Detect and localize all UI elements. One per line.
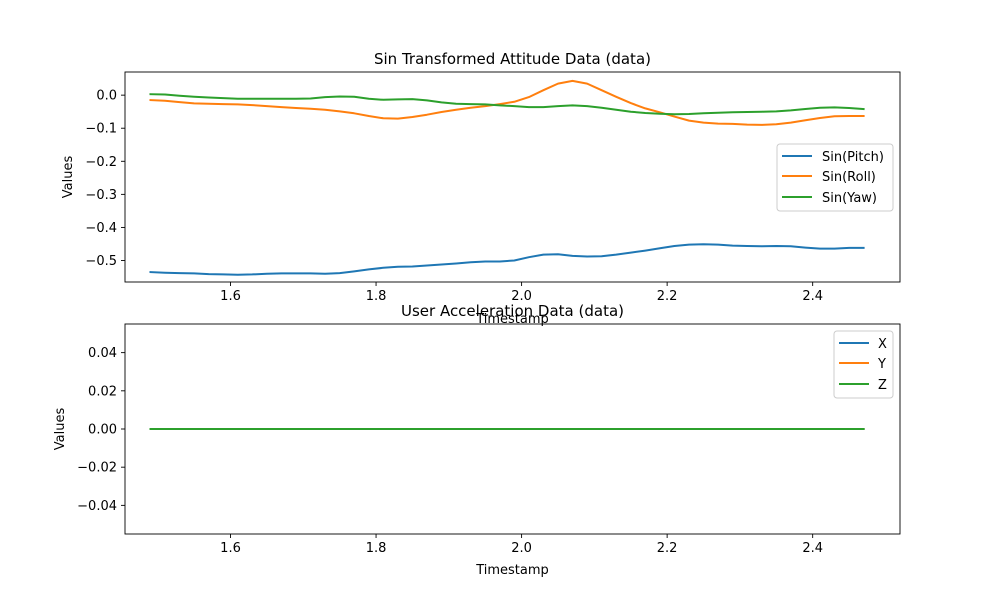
acceleration-x-axis-label: Timestamp bbox=[475, 563, 549, 578]
x-tick-label: 1.6 bbox=[220, 289, 241, 304]
series-line-sin-pitch bbox=[149, 243, 865, 276]
x-tick-label: 1.8 bbox=[366, 541, 387, 556]
legend-label-sin-yaw: Sin(Yaw) bbox=[822, 191, 877, 206]
legend-label-sin-roll: Sin(Roll) bbox=[822, 170, 876, 185]
legend-label-x: X bbox=[878, 337, 887, 352]
legend-label-y: Y bbox=[877, 357, 886, 372]
x-tick-label: 1.8 bbox=[366, 289, 387, 304]
attitude-legend: Sin(Pitch) Sin(Roll) Sin(Yaw) bbox=[776, 143, 894, 212]
y-tick-label: 0.04 bbox=[88, 346, 117, 361]
acceleration-legend-box bbox=[833, 330, 894, 399]
x-tick-label: 1.6 bbox=[220, 541, 241, 556]
attitude-chart: Sin Transformed Attitude Data (data) Val… bbox=[61, 50, 901, 327]
y-tick-label: −0.1 bbox=[85, 122, 117, 137]
y-tick-label: −0.3 bbox=[85, 188, 117, 203]
attitude-axes-frame bbox=[124, 71, 901, 283]
acceleration-y-ticks: 0.04 0.02 0.00 −0.02 −0.04 bbox=[77, 346, 125, 514]
x-tick-label: 2.2 bbox=[657, 289, 678, 304]
x-tick-label: 2.0 bbox=[511, 541, 532, 556]
attitude-legend-box bbox=[776, 143, 894, 212]
attitude-y-ticks: 0.0 −0.1 −0.2 −0.3 −0.4 −0.5 bbox=[85, 89, 125, 269]
x-tick-label: 2.0 bbox=[511, 289, 532, 304]
y-tick-label: 0.02 bbox=[88, 384, 117, 399]
attitude-chart-title: Sin Transformed Attitude Data (data) bbox=[374, 50, 651, 68]
y-tick-label: −0.5 bbox=[85, 254, 117, 269]
attitude-x-axis-label: Timestamp bbox=[475, 312, 549, 327]
acceleration-x-ticks: 1.6 1.8 2.0 2.2 2.4 bbox=[220, 534, 823, 556]
acceleration-legend: X Y Z bbox=[833, 330, 894, 399]
acceleration-chart: User Acceleration Data (data) Values 1.6… bbox=[53, 302, 901, 578]
legend-label-z: Z bbox=[878, 378, 887, 393]
y-tick-label: −0.04 bbox=[77, 499, 117, 514]
series-line-sin-roll bbox=[149, 79, 865, 126]
x-tick-label: 2.2 bbox=[657, 541, 678, 556]
attitude-x-ticks: 1.6 1.8 2.0 2.2 2.4 bbox=[220, 282, 823, 304]
acceleration-y-axis-label: Values bbox=[53, 408, 68, 451]
series-line-sin-yaw bbox=[149, 93, 865, 116]
y-tick-label: 0.00 bbox=[88, 423, 117, 438]
y-tick-label: −0.2 bbox=[85, 155, 117, 170]
y-tick-label: 0.0 bbox=[96, 89, 117, 104]
acceleration-chart-title: User Acceleration Data (data) bbox=[401, 302, 624, 320]
y-tick-label: −0.4 bbox=[85, 221, 117, 236]
attitude-plot-area bbox=[149, 79, 865, 276]
x-tick-label: 2.4 bbox=[802, 289, 823, 304]
legend-label-sin-pitch: Sin(Pitch) bbox=[822, 150, 884, 165]
y-tick-label: −0.02 bbox=[77, 461, 117, 476]
x-tick-label: 2.4 bbox=[802, 541, 823, 556]
attitude-y-axis-label: Values bbox=[61, 156, 76, 199]
